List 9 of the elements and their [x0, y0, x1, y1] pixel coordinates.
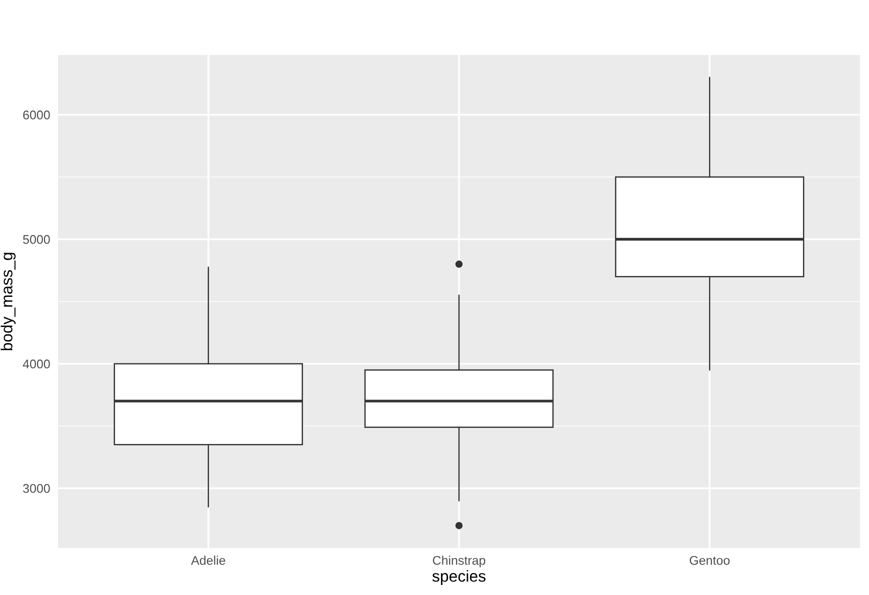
y-tick-label: 6000	[23, 110, 50, 120]
y-axis-title: body_mass_g	[0, 252, 16, 350]
x-tick-label: Chinstrap	[432, 556, 486, 568]
y-tick-label: 4000	[22, 360, 50, 368]
y-tick-label: 3000	[23, 484, 50, 493]
y-tick-label: 5000	[23, 235, 50, 244]
x-tick-label: Gentoo	[690, 556, 730, 565]
x-axis-title: species	[432, 570, 486, 585]
x-tick-label: Adelie	[191, 556, 226, 565]
